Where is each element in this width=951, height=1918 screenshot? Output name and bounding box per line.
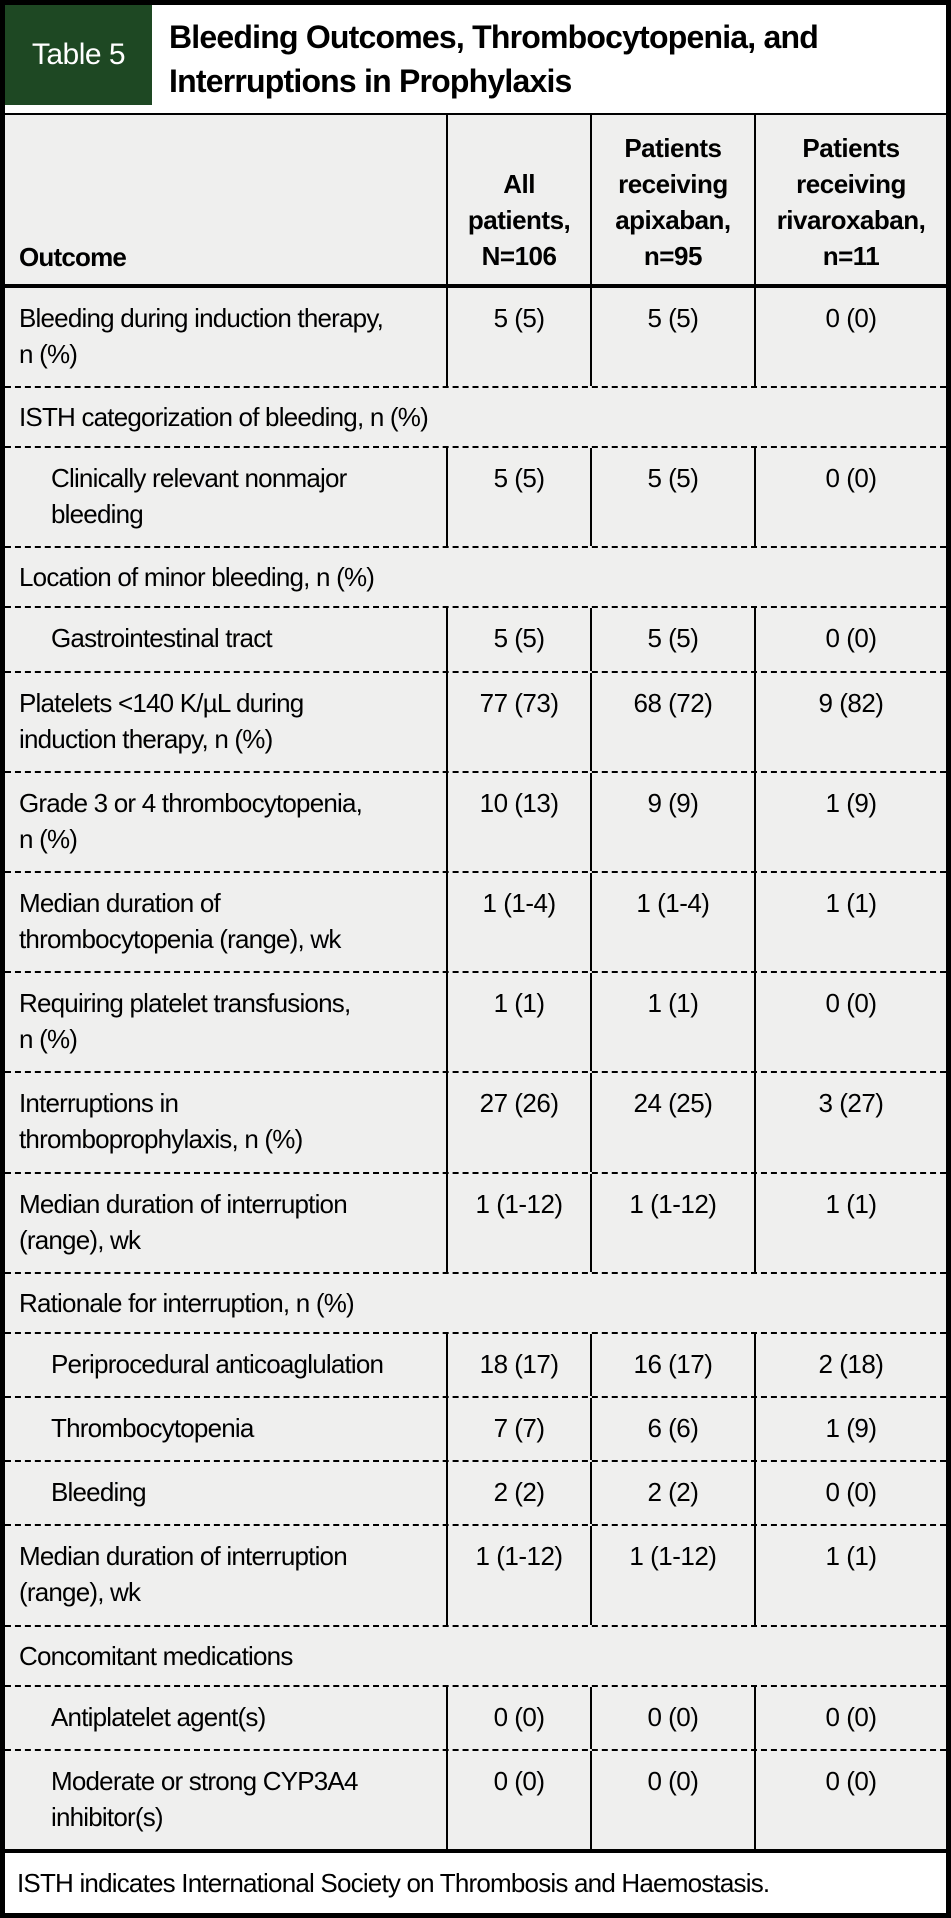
cell-value: 1 (1)	[446, 973, 590, 1072]
cell-value: 0 (0)	[754, 608, 946, 671]
row-label: Clinically relevant nonmajor bleeding	[51, 463, 347, 530]
cell-value: 27 (26)	[446, 1073, 590, 1172]
cell-value: 0 (0)	[754, 448, 946, 547]
cell-value: 10 (13)	[446, 772, 590, 872]
cell-value: 2 (18)	[754, 1333, 946, 1397]
section-label: ISTH categorization of bleeding, n (%)	[19, 402, 429, 433]
cell-value: 1 (9)	[754, 772, 946, 872]
row-label: Median duration of interruption (range),…	[19, 1541, 348, 1608]
row-label: Bleeding	[51, 1477, 147, 1508]
table-body: Bleeding during induction therapy, n (%)…	[5, 288, 946, 1850]
table-row: Median duration of thrombocytopenia (ran…	[5, 871, 946, 972]
table-row: Grade 3 or 4 thrombocytopenia, n (%) 10 (…	[5, 770, 946, 872]
cell-value: 1 (1)	[754, 873, 946, 972]
cell-value: 2 (2)	[446, 1462, 590, 1525]
cell-value: 0 (0)	[446, 1750, 590, 1850]
row-label: Platelets <140 K/µL during induction the…	[19, 687, 304, 754]
table-row: Interruptions in thromboprophylaxis, n (…	[5, 1071, 946, 1172]
section-header-row: Rationale for interruption, n (%)	[5, 1271, 946, 1332]
table-row: Bleeding during induction therapy, n (%)…	[5, 288, 946, 387]
table-row: Median duration of interruption (range),…	[5, 1524, 946, 1625]
cell-value: 68 (72)	[589, 672, 754, 771]
row-label: Periprocedural anticoaglulation	[51, 1348, 384, 1379]
cell-value: 9 (82)	[754, 672, 946, 771]
table-row: Moderate or strong CYP3A4 inhibitor(s) 0 …	[5, 1748, 946, 1850]
cell-value: 1 (1-4)	[589, 873, 754, 972]
row-label: Gastrointestinal tract	[51, 623, 273, 654]
cell-value: 5 (5)	[589, 288, 754, 387]
cell-value: 2 (2)	[589, 1462, 754, 1525]
cell-value: 5 (5)	[589, 608, 754, 671]
cell-value: 1 (1)	[754, 1526, 946, 1625]
section-label: Concomitant medications	[19, 1640, 293, 1671]
cell-value: 1 (1-12)	[446, 1526, 590, 1625]
table-row: Platelets <140 K/µL during induction the…	[5, 670, 946, 771]
row-label: Requiring platelet transfusions, n (%)	[19, 988, 351, 1055]
section-header-row: Location of minor bleeding, n (%)	[5, 546, 946, 607]
cell-value: 0 (0)	[446, 1686, 590, 1749]
table-row: Periprocedural anticoaglulation 18 (17) 16…	[5, 1331, 946, 1397]
cell-value: 1 (1-12)	[589, 1173, 754, 1272]
section-header-row: ISTH categorization of bleeding, n (%)	[5, 386, 946, 447]
column-header-all-patients: All patients, N=106	[446, 115, 590, 284]
table-row: Antiplatelet agent(s) 0 (0) 0 (0) 0 (0)	[5, 1684, 946, 1749]
table-row: Bleeding 2 (2) 2 (2) 0 (0)	[5, 1460, 946, 1525]
column-header-apixaban: Patients receiving apixaban, n=95	[589, 115, 754, 284]
cell-value: 0 (0)	[754, 1686, 946, 1749]
table-row: Requiring platelet transfusions, n (%) 1 …	[5, 971, 946, 1072]
cell-value: 5 (5)	[446, 608, 590, 671]
row-label: Moderate or strong CYP3A4 inhibitor(s)	[51, 1765, 358, 1832]
cell-value: 0 (0)	[754, 973, 946, 1072]
table-row: Clinically relevant nonmajor bleeding 5 (…	[5, 446, 946, 547]
cell-value: 16 (17)	[589, 1333, 754, 1397]
section-label: Rationale for interruption, n (%)	[19, 1287, 355, 1318]
cell-value: 0 (0)	[589, 1750, 754, 1850]
table-row: Median duration of interruption (range),…	[5, 1171, 946, 1272]
table-header-row: Outcome All patients, N=106 Patients rec…	[5, 115, 946, 288]
cell-value: 7 (7)	[446, 1398, 590, 1461]
cell-value: 0 (0)	[754, 288, 946, 387]
cell-value: 1 (1-12)	[446, 1173, 590, 1272]
column-header-rivaroxaban: Patients receiving rivaroxaban, n=11	[754, 115, 946, 284]
cell-value: 1 (1-12)	[589, 1526, 754, 1625]
table-number-badge: Table 5	[5, 5, 152, 105]
cell-value: 0 (0)	[754, 1462, 946, 1525]
cell-value: 3 (27)	[754, 1073, 946, 1172]
cell-value: 1 (9)	[754, 1398, 946, 1461]
cell-value: 0 (0)	[589, 1686, 754, 1749]
row-label: Thrombocytopenia	[51, 1413, 254, 1444]
table-title: Bleeding Outcomes, Thrombocytopenia, and…	[169, 19, 819, 99]
row-label: Interruptions in thromboprophylaxis, n (…	[19, 1088, 303, 1155]
cell-value: 9 (9)	[589, 772, 754, 872]
row-label: Antiplatelet agent(s)	[51, 1701, 266, 1732]
cell-value: 18 (17)	[446, 1333, 590, 1397]
cell-value: 24 (25)	[589, 1073, 754, 1172]
row-label: Median duration of interruption (range),…	[19, 1188, 348, 1255]
cell-value: 1 (1)	[754, 1173, 946, 1272]
table-title-band: Table 5 Bleeding Outcomes, Thrombocytope…	[5, 5, 946, 115]
row-label: Bleeding during induction therapy, n (%)	[19, 303, 384, 369]
cell-value: 77 (73)	[446, 672, 590, 771]
cell-value: 0 (0)	[754, 1750, 946, 1850]
table-footnote-band: ISTH indicates International Society on …	[5, 1849, 946, 1913]
cell-value: 1 (1-4)	[446, 873, 590, 972]
footnote-text: ISTH indicates International Society on …	[17, 1867, 770, 1898]
cell-value: 6 (6)	[589, 1398, 754, 1461]
table-number: Table 5	[31, 38, 126, 71]
section-label: Location of minor bleeding, n (%)	[19, 562, 375, 593]
row-label: Median duration of thrombocytopenia (ran…	[19, 888, 341, 955]
cell-value: 5 (5)	[446, 448, 590, 547]
section-header-row: Concomitant medications	[5, 1624, 946, 1685]
cell-value: 5 (5)	[446, 288, 590, 387]
table-row: Thrombocytopenia 7 (7) 6 (6) 1 (9)	[5, 1396, 946, 1461]
table-row: Gastrointestinal tract 5 (5) 5 (5) 0 (0)	[5, 606, 946, 671]
column-header-outcome: Outcome	[19, 242, 127, 272]
row-label: Grade 3 or 4 thrombocytopenia, n (%)	[19, 787, 363, 854]
cell-value: 5 (5)	[589, 448, 754, 547]
cell-value: 1 (1)	[589, 973, 754, 1072]
